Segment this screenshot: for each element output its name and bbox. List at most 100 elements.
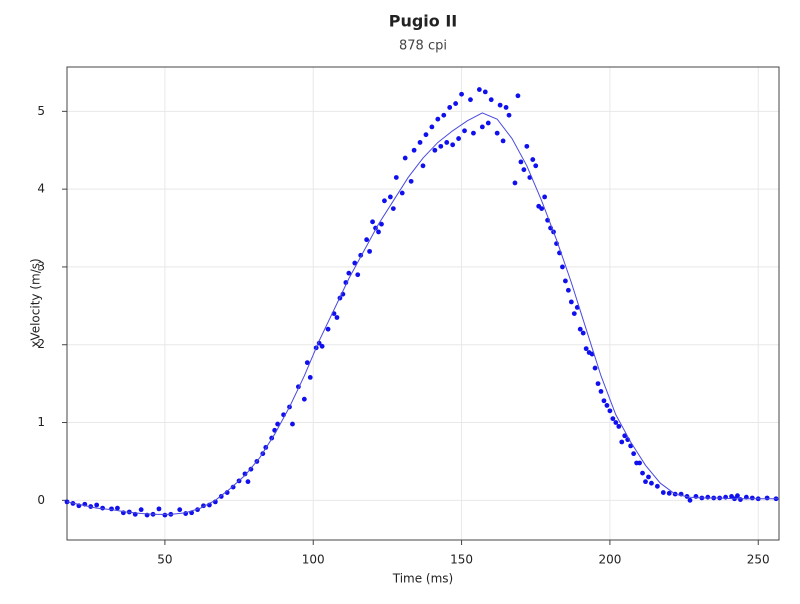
data-point [764,495,770,501]
y-tick-label: 2 [37,337,45,351]
y-tick-label: 5 [37,104,45,118]
data-point [515,93,521,99]
data-point [382,198,387,204]
data-point [420,163,426,169]
x-tick-label: 100 [302,553,325,567]
plot-frame [66,66,780,541]
data-point [411,147,417,153]
chart-subtitle: 878 cpi [399,39,447,54]
data-point [387,194,393,200]
data-point [577,326,583,332]
data-point [476,87,482,92]
data-point [503,105,509,110]
data-point [435,116,441,122]
data-point [598,389,604,394]
data-point [580,330,586,336]
data-point [646,474,651,480]
data-point [521,167,527,173]
data-point [568,299,574,305]
data-point [592,365,598,371]
data-point [156,506,162,512]
data-point [94,502,100,508]
chart-title: Pugio II [389,12,458,31]
x-axis-label: Time (ms) [392,572,454,586]
x-tick-label: 50 [157,553,172,567]
data-point [500,138,506,144]
data-point [450,142,456,148]
data-point [640,470,645,476]
data-point [705,494,711,500]
data-point [390,206,396,211]
data-point [301,396,307,402]
data-point [355,272,361,278]
fit-line [66,112,779,515]
data-point [245,479,251,485]
data-point [660,490,666,495]
data-point [304,360,310,366]
data-point [506,112,512,118]
data-point [456,136,461,141]
data-point [479,124,485,130]
data-point [468,97,473,103]
data-point [530,157,536,162]
data-point [346,270,352,276]
data-point [738,497,743,502]
data-point [482,89,488,95]
data-point [459,91,464,97]
data-point [379,221,384,227]
data-point [512,180,518,186]
data-point [494,130,500,136]
data-point [393,175,399,180]
data-point [601,398,607,404]
data-point [447,105,453,110]
data-point [162,512,168,518]
data-point [364,237,370,243]
data-point [275,421,281,427]
data-point [109,506,114,512]
data-point [613,420,619,425]
data-point [432,147,438,153]
data-point [444,140,450,145]
data-point [462,128,467,134]
y-tick-label: 4 [37,182,45,196]
data-point [749,495,755,501]
data-point [539,206,545,211]
data-point [471,130,476,136]
data-point [619,439,625,445]
data-point [334,315,340,320]
data-point [319,343,325,349]
data-point [177,507,183,513]
data-point [423,132,429,138]
data-point [138,507,144,513]
data-point [595,381,601,387]
data-point [533,163,539,169]
data-point [290,421,295,427]
data-point [230,484,236,490]
data-point [488,97,494,103]
data-point [367,248,372,254]
y-tick-label: 1 [37,415,45,429]
data-point [622,433,628,439]
x-tick-label: 250 [747,553,770,567]
data-point [616,424,622,429]
data-point [524,143,530,149]
data-point [631,451,637,457]
x-tick-label: 150 [450,553,473,567]
data-point [370,219,375,225]
data-point [687,497,693,503]
data-point [438,143,444,149]
data-point [735,493,740,499]
data-point [497,102,503,108]
data-point [518,159,524,165]
data-point [542,194,548,200]
data-point [485,120,491,126]
data-point [643,479,648,485]
data-point [560,264,565,270]
data-point [563,278,568,284]
data-point [399,190,405,196]
data-point [565,287,571,293]
data-point [408,178,414,184]
y-axis-label: xVelocity (m/s) [29,258,43,347]
data-point [115,505,120,511]
